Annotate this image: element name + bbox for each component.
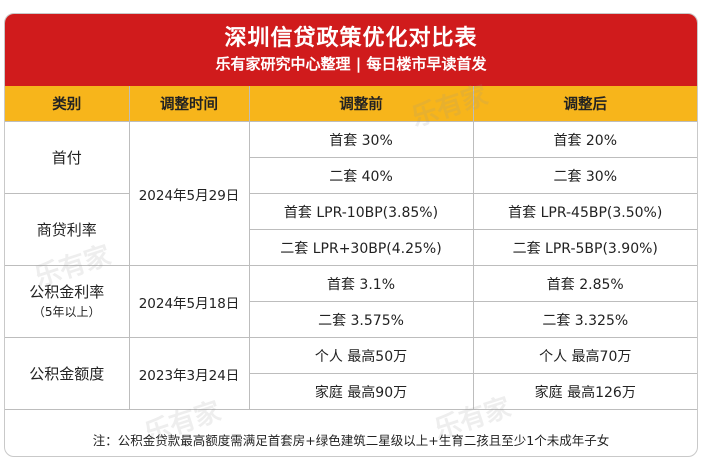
column-header-after: 调整后 <box>472 86 697 122</box>
after-cell: 首套 2.85% <box>472 265 697 302</box>
table-row: 公积金额度 2023年3月24日 个人 最高50万 个人 最高70万 <box>5 337 697 410</box>
category-label: 公积金额度 <box>29 364 105 383</box>
before-cell: 二套 40% <box>249 157 474 194</box>
after-cell: 二套 3.325% <box>472 301 697 338</box>
category-label: 商贷利率 <box>36 220 97 239</box>
table-row: 首付 2024年5月29日 首套 30% 首套 20% <box>5 121 697 266</box>
comparison-table: 类别 调整时间 调整前 调整后 首付 2024年5月29日 首套 30% 首套 … <box>5 86 697 410</box>
category-label: 首付 <box>51 148 82 167</box>
before-cell: 首套 3.1% <box>248 265 474 302</box>
column-header-before: 调整前 <box>248 86 474 122</box>
table-row: 家庭 最高90万 家庭 最高126万 <box>5 373 697 410</box>
category-cell: 公积金利率 （5年以上） <box>5 265 130 338</box>
table-row: 商贷利率 首套 LPR-10BP(3.85%) 首套 LPR-45BP(3.50… <box>5 193 697 266</box>
before-cell: 二套 LPR+30BP(4.25%) <box>249 229 474 266</box>
table-row: 二套 40% 二套 30% <box>5 157 697 194</box>
footnote: 注：公积金贷款最高额度需满足首套房+绿色建筑二星级以上+生育二孩且至少1个未成年… <box>92 433 610 448</box>
after-cell: 首套 LPR-45BP(3.50%) <box>472 193 697 230</box>
table-row: 公积金利率 （5年以上） 2024年5月18日 首套 3.1% 首套 2.85% <box>5 265 697 338</box>
before-cell: 二套 3.575% <box>249 301 474 338</box>
page-title: 深圳信贷政策优化对比表 <box>224 26 478 51</box>
table-header-banner: 深圳信贷政策优化对比表 乐有家研究中心整理 | 每日楼市早读首发 <box>5 14 697 86</box>
category-label: 公积金利率 <box>29 282 105 301</box>
after-cell: 家庭 最高126万 <box>472 373 697 410</box>
category-cell: 商贷利率 <box>5 193 130 266</box>
before-cell: 家庭 最高90万 <box>249 373 474 410</box>
table-header-row: 类别 调整时间 调整前 调整后 <box>5 86 697 122</box>
before-cell: 个人 最高50万 <box>248 337 474 374</box>
after-cell: 二套 30% <box>472 157 697 194</box>
category-cell: 首付 <box>5 121 130 194</box>
after-cell: 个人 最高70万 <box>472 337 697 374</box>
before-cell: 首套 LPR-10BP(3.85%) <box>248 193 474 230</box>
column-header-date: 调整时间 <box>128 86 250 122</box>
date-cell: 2023年3月24日 <box>128 337 250 410</box>
page-subtitle: 乐有家研究中心整理 | 每日楼市早读首发 <box>215 55 487 73</box>
category-cell: 公积金额度 <box>5 337 130 410</box>
column-header-category: 类别 <box>5 86 130 122</box>
date-cell: 2024年5月29日 <box>128 121 250 266</box>
category-sublabel: （5年以上） <box>32 304 101 319</box>
after-cell: 首套 20% <box>472 121 697 158</box>
policy-comparison-card: 深圳信贷政策优化对比表 乐有家研究中心整理 | 每日楼市早读首发 类别 调整时间… <box>4 13 698 457</box>
date-cell: 2024年5月18日 <box>128 265 250 338</box>
before-cell: 首套 30% <box>248 121 474 158</box>
after-cell: 二套 LPR-5BP(3.90%) <box>472 229 697 266</box>
